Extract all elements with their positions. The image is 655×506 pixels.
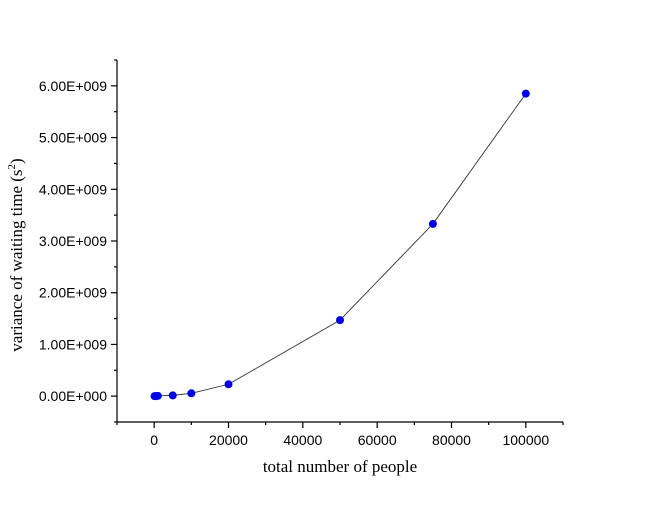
y-axis-title: variance of waiting time (s2) [6,158,26,351]
y-tick-label: 2.00E+009 [39,285,107,301]
data-point [336,316,344,325]
ticks [111,59,564,428]
data-point [521,89,530,98]
y-tick-label: 3.00E+009 [39,233,107,249]
tick-labels: 0 20000 40000 60000 80000 100000 0.00E+000 1.00… [39,78,550,448]
x-tick-label: 40000 [283,432,322,448]
x-tick-label: 0 [150,432,158,448]
series-line [154,93,527,397]
y-axis-title-superscript: 2 [6,164,18,170]
data-point [224,380,233,389]
data-point [168,391,177,400]
data-point [187,389,196,398]
series-lines [154,93,527,397]
y-tick-label: 4.00E+009 [39,181,107,197]
y-axis-title-main: variance of waiting time (s [7,169,26,351]
x-tick-label: 20000 [209,432,248,448]
y-tick-label: 0.00E+000 [39,388,107,404]
x-tick-label: 100000 [502,432,549,448]
axes [116,60,563,423]
y-tick-label: 5.00E+009 [39,130,107,146]
y-tick-label: 6.00E+009 [39,78,107,94]
y-tick-label: 1.00E+009 [39,336,107,352]
data-point [428,219,437,228]
data-point [153,391,162,400]
x-axis-title: total number of people [263,457,417,476]
data-points [150,89,530,401]
x-tick-label: 60000 [358,432,397,448]
y-axis-title-close: ) [7,158,26,164]
x-tick-label: 80000 [432,432,471,448]
